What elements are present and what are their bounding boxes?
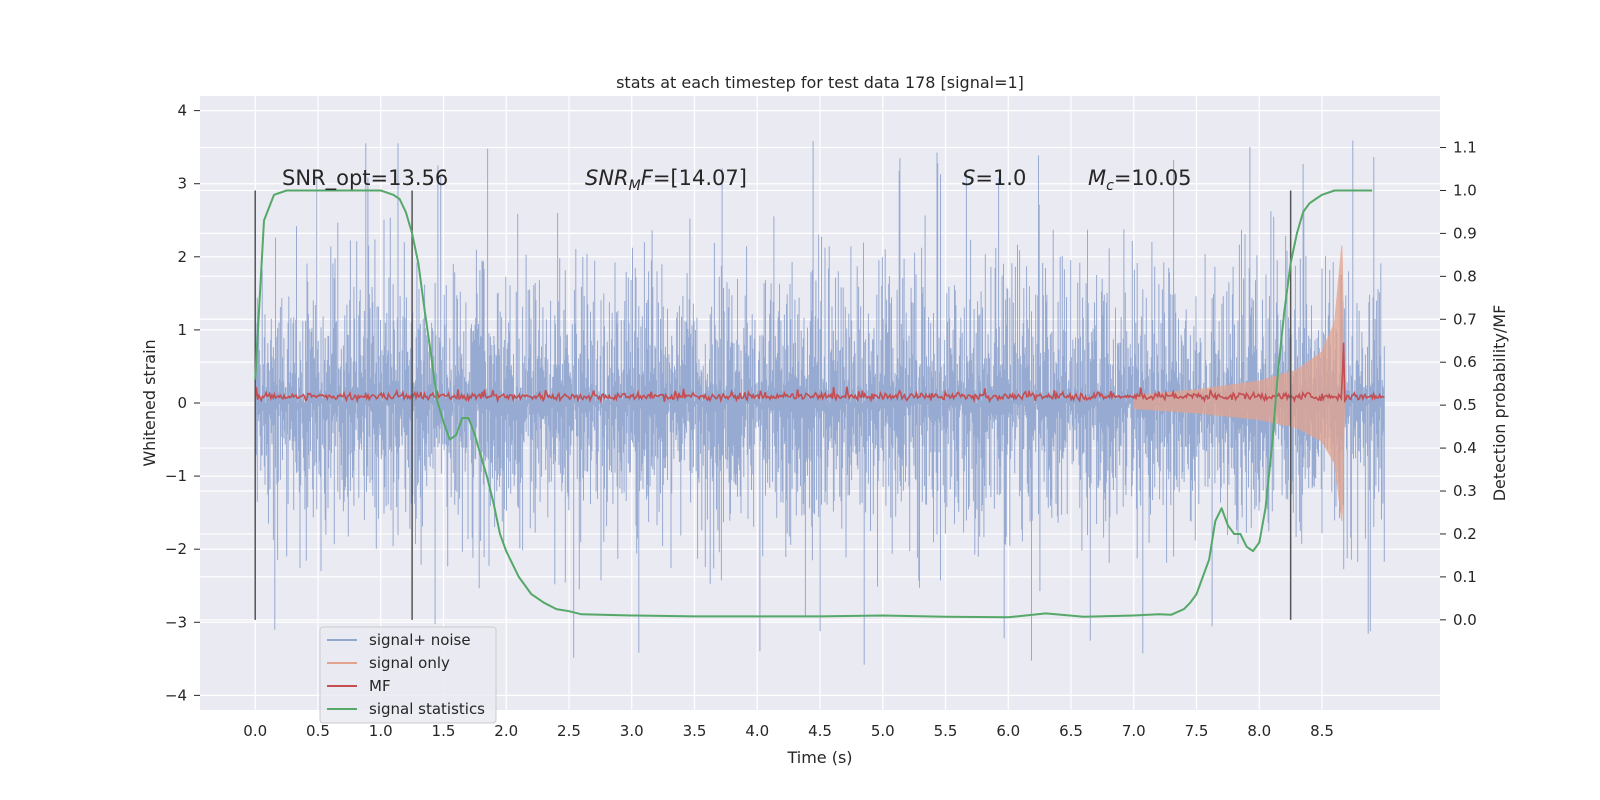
snr-mf-annotation: SNRMF=[14.07] (585, 166, 747, 194)
y2-tick-label: 0.5 (1453, 396, 1477, 414)
y2-tick-labels: 1.1 1.0 0.9 0.8 0.7 0.6 0.5 0.4 0.3 0.2 0.1 0.0 (1453, 139, 1477, 629)
x-tick-label: 2.5 (557, 722, 581, 740)
mc-annotation: Mc=10.05 (1088, 166, 1192, 194)
y2-tick-label: 0.4 (1453, 439, 1477, 457)
x-tick-labels: 0.0 0.5 1.0 1.5 2.0 2.5 3.0 3.5 4.0 4.5 5.0 5.5 6.0 6… (243, 722, 1334, 740)
legend-label-signal-statistics: signal statistics (369, 700, 485, 718)
x-tick-label: 0.0 (243, 722, 267, 740)
y-tick-label: −2 (165, 540, 187, 558)
x-tick-label: 5.0 (871, 722, 895, 740)
y-tick-label: 4 (177, 102, 187, 120)
x-tick-label: 3.5 (683, 722, 707, 740)
legend-label-signal-only: signal only (369, 654, 450, 672)
x-tick-label: 4.5 (808, 722, 832, 740)
x-tick-label: 4.0 (745, 722, 769, 740)
y2-tick-label: 0.8 (1453, 267, 1477, 285)
y2-tick-label: 0.2 (1453, 525, 1477, 543)
y-tick-label: 1 (177, 321, 187, 339)
s-annotation: S=1.0 (962, 166, 1026, 190)
y2-tick-label: 1.0 (1453, 181, 1477, 199)
x-tick-label: 7.0 (1122, 722, 1146, 740)
y2-tick-label: 1.1 (1453, 139, 1477, 157)
y-tick-label: 2 (177, 248, 187, 266)
x-tick-label: 6.0 (996, 722, 1020, 740)
signal-statistics-series (254, 189, 1373, 619)
snr-opt-annotation: SNR_opt=13.56 (282, 166, 448, 191)
y2-axis-label: Detection probability/MF (1490, 305, 1509, 502)
y-axis-label: Whitened strain (140, 339, 159, 466)
y2-tick-label: 0.9 (1453, 224, 1477, 242)
y-tick-label: −4 (165, 686, 187, 704)
signal-only-series (1133, 245, 1346, 522)
legend: signal+ noise signal only MF signal stat… (319, 626, 497, 724)
y2-tick-label: 0.0 (1453, 611, 1477, 629)
x-tick-label: 1.5 (432, 722, 456, 740)
legend-box (319, 626, 497, 724)
x-tick-label: 7.5 (1185, 722, 1209, 740)
chart-title: stats at each timestep for test data 178… (616, 73, 1024, 92)
y-tick-label: 3 (177, 175, 187, 193)
y-tick-label: −3 (165, 613, 187, 631)
y-tick-labels: 4 3 2 1 0 −1 −2 −3 −4 (165, 102, 187, 705)
y-tick-label: −1 (165, 467, 187, 485)
annotations: SNR_opt=13.56 SNRMF=[14.07] S=1.0 Mc=10.… (282, 166, 1192, 194)
y2-tick-label: 0.6 (1453, 353, 1477, 371)
x-axis-label: Time (s) (786, 748, 852, 767)
x-tick-label: 8.5 (1310, 722, 1334, 740)
signal-only-fill (1133, 245, 1346, 522)
x-tick-label: 5.5 (934, 722, 958, 740)
x-tick-label: 0.5 (306, 722, 330, 740)
legend-label-signal-noise: signal+ noise (369, 631, 471, 649)
signal-statistics-line (254, 189, 1373, 619)
x-tick-label: 6.5 (1059, 722, 1083, 740)
mf-series (254, 342, 1385, 404)
y-tick-label: 0 (177, 394, 187, 412)
x-tick-label: 2.0 (494, 722, 518, 740)
y2-tick-label: 0.1 (1453, 568, 1477, 586)
x-tick-label: 3.0 (620, 722, 644, 740)
y2-tick-label: 0.7 (1453, 310, 1477, 328)
y2-tick-label: 0.3 (1453, 482, 1477, 500)
x-tick-label: 1.0 (369, 722, 393, 740)
legend-label-mf: MF (369, 677, 391, 695)
x-tick-label: 8.0 (1247, 722, 1271, 740)
mf-line (254, 342, 1385, 404)
